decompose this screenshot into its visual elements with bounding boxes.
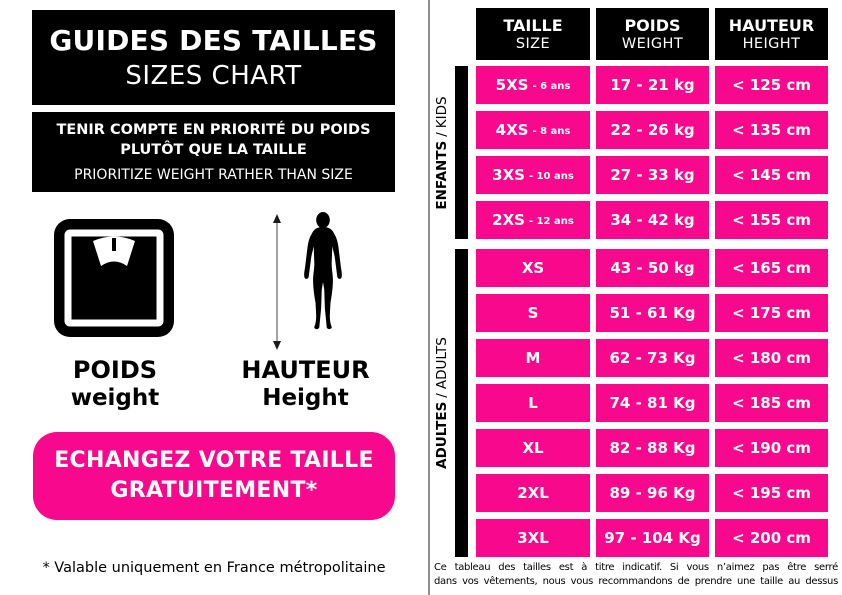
free-exchange-banner: ECHANGEZ VOTRE TAILLE GRATUITEMENT* [33,432,395,520]
height-cell: < 200 cm [715,519,828,557]
height-cell: < 175 cm [715,294,828,332]
page-title-en: SIZES CHART [125,61,302,91]
height-metric-label: HAUTEUR Height [228,356,383,411]
height-cell: < 145 cm [715,156,828,194]
size-cell: 5XS - 6 ans [476,66,590,104]
weight-cell: 17 - 21 kg [596,66,709,104]
height-cell: < 125 cm [715,66,828,104]
weight-cell: 74 - 81 Kg [596,384,709,422]
adults-group-bar [455,249,468,557]
height-cell: < 165 cm [715,249,828,287]
footnote: * Valable uniquement en France métropoli… [42,560,386,576]
height-label-en: Height [262,384,349,411]
col-header-height-en: HEIGHT [742,36,801,52]
col-header-weight: POIDS WEIGHT [596,8,709,60]
table-header-row: TAILLE SIZE POIDS WEIGHT HAUTEUR HEIGHT [476,8,829,60]
table-disclaimer: Ce tableau des tailles est à titre indic… [434,561,838,589]
weight-label-fr: POIDS [72,356,158,384]
weight-cell: 22 - 26 kg [596,111,709,149]
weight-cell: 51 - 61 Kg [596,294,709,332]
priority-banner: TENIR COMPTE EN PRIORITÉ DU POIDS PLUTÔT… [32,112,395,192]
kids-group-bar [455,66,468,239]
person-height-icon [273,212,342,350]
weight-label-en: weight [70,384,160,411]
height-cell: < 195 cm [715,474,828,512]
measure-arrow [273,214,281,350]
size-cell: 4XS - 8 ans [476,111,590,149]
priority-text-en: PRIORITIZE WEIGHT RATHER THAN SIZE [74,167,353,184]
height-cell: < 135 cm [715,111,828,149]
exchange-text-line1: ECHANGEZ VOTRE TAILLE [54,448,374,474]
weight-cell: 89 - 96 Kg [596,474,709,512]
priority-text-fr-line1: TENIR COMPTE EN PRIORITÉ DU POIDS [56,121,371,138]
size-cell: S [476,294,590,332]
col-header-size-fr: TAILLE [503,16,563,35]
col-header-height: HAUTEUR HEIGHT [715,8,828,60]
priority-text-fr-line2: PLUTÔT QUE LA TAILLE [120,141,307,158]
kids-group-label: ENFANTS/KIDS [434,95,450,210]
adults-group-label: ADULTES/ADULTS [434,337,450,469]
adults-rows: XS 43 - 50 kg < 165 cm S 51 - 61 Kg < 17… [476,249,829,557]
size-cell: 3XL [476,519,590,557]
height-cell: < 185 cm [715,384,828,422]
col-header-size-en: SIZE [515,36,551,52]
col-header-size: TAILLE SIZE [476,8,590,60]
size-cell: 3XS - 10 ans [476,156,590,194]
size-cell: 2XL [476,474,590,512]
weight-cell: 82 - 88 Kg [596,429,709,467]
height-cell: < 180 cm [715,339,828,377]
exchange-text-line2: GRATUITEMENT* [110,478,318,503]
col-header-height-fr: HAUTEUR [728,16,815,35]
size-cell: M [476,339,590,377]
size-cell: L [476,384,590,422]
weight-cell: 34 - 42 kg [596,201,709,239]
weight-cell: 27 - 33 kg [596,156,709,194]
weight-cell: 43 - 50 kg [596,249,709,287]
size-cell: 2XS - 12 ans [476,201,590,239]
size-cell: XL [476,429,590,467]
title-banner: GUIDES DES TAILLES SIZES CHART [32,10,395,105]
col-header-weight-fr: POIDS [624,16,681,35]
table-disclaimer-line1: Ce tableau des tailles est à titre indic… [434,562,838,573]
weight-cell: 97 - 104 Kg [596,519,709,557]
height-cell: < 190 cm [715,429,828,467]
height-cell: < 155 cm [715,201,828,239]
weight-scale-icon [54,219,174,337]
person-silhouette [304,212,342,330]
height-label-fr: HAUTEUR [241,356,370,384]
size-cell: XS [476,249,590,287]
size-table: TAILLE SIZE POIDS WEIGHT HAUTEUR HEIGHT … [432,0,842,595]
vertical-divider [428,0,430,595]
kids-rows: 5XS - 6 ans 17 - 21 kg < 125 cm 4XS - 8 an… [476,66,829,239]
col-header-weight-en: WEIGHT [621,36,684,52]
weight-metric-label: POIDS weight [40,356,190,411]
table-disclaimer-line2: dans vos vêtements, nous vous recommando… [434,576,838,587]
weight-cell: 62 - 73 Kg [596,339,709,377]
page-title-fr: GUIDES DES TAILLES [49,24,378,57]
